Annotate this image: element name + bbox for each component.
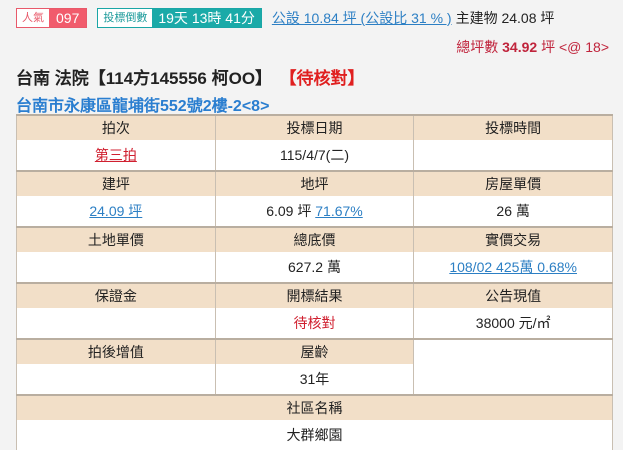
house-unit-price: 26 萬 xyxy=(413,196,613,227)
popularity-badge: 人氣 097 xyxy=(16,8,88,28)
actual-price: 108/02 425萬 0.68% xyxy=(413,252,613,283)
total-value: 34.92 xyxy=(502,39,538,55)
header-cell: 房屋單價 xyxy=(413,170,613,196)
header-cell: 開標結果 xyxy=(214,282,415,308)
announced-value: 38000 元/㎡ xyxy=(413,308,613,339)
header-cell: 投標時間 xyxy=(413,114,613,140)
countdown-label: 投標倒數 xyxy=(98,9,153,27)
building-area-link[interactable]: 24.09 坪 xyxy=(89,203,143,219)
header-cell: 總底價 xyxy=(214,226,415,252)
header-cell: 公告現值 xyxy=(413,282,613,308)
public-area-link[interactable]: 公設 10.84 坪 (公設比 31 % ) xyxy=(271,10,452,26)
top-bar: 人氣 097 投標倒數 19天 13時 41分 公設 10.84 坪 (公設比 … xyxy=(16,8,554,28)
case-title: 台南 法院【114方145556 柯OO】 【待核對】 xyxy=(16,64,365,89)
post-auction-increment xyxy=(16,364,216,395)
total-reserve-price: 627.2 萬 xyxy=(214,252,415,283)
land-area-value: 6.09 坪 xyxy=(266,203,312,219)
header-cell: 實價交易 xyxy=(413,226,613,252)
case-status: 【待核對】 xyxy=(288,69,365,88)
main-building-area: 主建物 24.08 坪 xyxy=(455,10,555,26)
case-address[interactable]: 台南市永康區龍埔街552號2樓-2<8> xyxy=(16,98,270,115)
bid-result: 待核對 xyxy=(214,308,415,339)
empty-cell xyxy=(413,338,613,395)
header-cell: 地坪 xyxy=(214,170,415,196)
land-unit-price xyxy=(16,252,216,283)
bid-result-value: 待核對 xyxy=(293,315,336,331)
land-ratio-link[interactable]: 71.67% xyxy=(315,203,363,219)
total-unit: 坪 <@ 18> xyxy=(541,39,609,55)
case-title-text: 台南 法院【114方145556 柯OO】 xyxy=(16,69,273,88)
house-age: 31年 xyxy=(214,364,415,395)
auction-round: 第三拍 xyxy=(16,140,216,171)
bid-time xyxy=(413,140,613,171)
countdown-value: 19天 13時 41分 xyxy=(152,9,261,27)
popularity-label: 人氣 xyxy=(17,9,49,27)
community-name: 大群鄉園 xyxy=(16,420,613,450)
countdown-badge: 投標倒數 19天 13時 41分 xyxy=(97,8,262,28)
deposit xyxy=(16,308,216,339)
total-label: 總坪數 xyxy=(456,39,499,55)
land-area: 6.09 坪 71.67% xyxy=(214,196,415,227)
auction-round-link[interactable]: 第三拍 xyxy=(94,147,137,163)
auction-info-table: 拍次 投標日期 投標時間 第三拍 115/4/7(二) 建坪 地坪 房屋單價 24.09 … xyxy=(16,114,613,450)
header-cell: 投標日期 xyxy=(214,114,415,140)
header-cell: 屋齡 xyxy=(214,338,415,364)
building-area: 24.09 坪 xyxy=(16,196,216,227)
header-cell: 建坪 xyxy=(16,170,216,196)
total-area: 總坪數 34.92 坪 <@ 18> xyxy=(456,37,609,57)
actual-price-link[interactable]: 108/02 425萬 0.68% xyxy=(449,259,577,275)
header-cell: 社區名稱 xyxy=(16,394,613,420)
bid-date: 115/4/7(二) xyxy=(214,140,415,171)
header-cell: 保證金 xyxy=(16,282,216,308)
header-cell: 拍次 xyxy=(16,114,216,140)
header-cell: 土地單價 xyxy=(16,226,216,252)
header-cell: 拍後增值 xyxy=(16,338,216,364)
popularity-value: 097 xyxy=(49,9,87,27)
